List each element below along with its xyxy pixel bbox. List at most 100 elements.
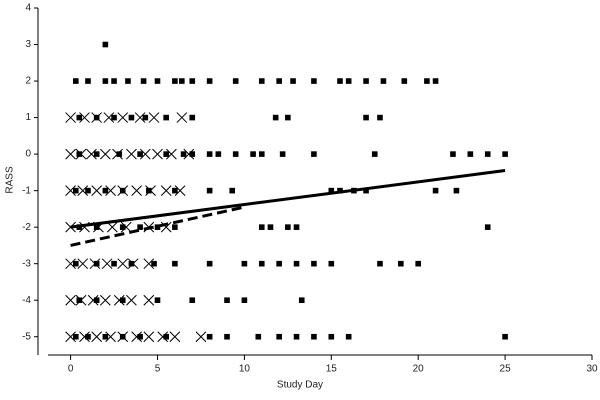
y-tick-label: 3: [25, 39, 31, 50]
x-point: [91, 331, 103, 343]
square-point: [250, 151, 256, 157]
square-point: [93, 151, 100, 157]
x-point: [112, 148, 123, 160]
x-point: [101, 258, 113, 270]
square-point: [128, 260, 135, 267]
square-point: [241, 297, 248, 304]
square-point: [102, 333, 109, 340]
square-point: [179, 78, 185, 84]
square-point: [328, 333, 335, 340]
square-point: [229, 187, 236, 194]
x-point: [65, 148, 76, 160]
x-point: [105, 331, 116, 343]
x-point: [131, 185, 142, 196]
square-point: [137, 224, 143, 230]
x-point: [166, 148, 177, 160]
square-point: [377, 114, 383, 121]
x-point: [65, 258, 76, 270]
square-point: [73, 78, 79, 84]
square-point: [377, 260, 383, 267]
x-point: [160, 185, 172, 196]
x-point: [65, 294, 76, 306]
x-tick-label: 5: [155, 364, 161, 375]
x-point: [113, 294, 125, 306]
square-point: [363, 187, 369, 194]
y-axis-label: RASS: [5, 166, 16, 194]
x-point: [143, 294, 155, 306]
x-point: [117, 112, 129, 123]
x-point: [139, 148, 151, 160]
square-point: [363, 78, 369, 84]
x-point: [176, 112, 188, 123]
x-point: [183, 148, 195, 160]
square-point: [293, 333, 300, 340]
square-point: [293, 224, 300, 230]
square-point: [298, 297, 305, 304]
x-point: [131, 331, 142, 343]
square-point: [116, 151, 123, 157]
x-point: [91, 112, 103, 123]
square-point: [85, 187, 91, 194]
square-point: [111, 114, 117, 121]
square-point: [432, 78, 439, 84]
square-point: [345, 333, 352, 340]
square-point: [328, 260, 335, 267]
square-point: [502, 151, 508, 157]
x-axis-label: Study Day: [277, 380, 323, 391]
trend-line: [70, 169, 506, 229]
square-point: [371, 151, 378, 157]
square-point: [450, 151, 456, 157]
y-tick-label: 1: [25, 112, 31, 123]
y-tick-label: -2: [22, 222, 31, 233]
square-point: [415, 260, 421, 267]
square-point: [73, 260, 79, 267]
x-point: [77, 258, 89, 270]
square-point: [73, 333, 79, 340]
x-point: [79, 112, 90, 123]
square-point: [484, 224, 491, 230]
square-point: [276, 260, 282, 267]
y-tick-label: 2: [25, 76, 31, 87]
x-point: [169, 331, 181, 343]
y-tick-label: -3: [22, 258, 31, 269]
square-point: [206, 260, 213, 267]
x-point: [127, 258, 139, 270]
y-tick-label: 4: [25, 3, 31, 14]
square-point: [467, 151, 474, 157]
square-point: [151, 260, 157, 267]
square-point: [163, 151, 169, 157]
x-point: [77, 185, 89, 196]
square-point: [111, 260, 117, 267]
square-point: [172, 224, 178, 230]
square-point: [137, 151, 143, 157]
x-point: [126, 148, 137, 160]
square-point: [272, 114, 279, 121]
square-point: [502, 333, 508, 340]
square-point: [146, 187, 152, 194]
square-point: [224, 297, 230, 304]
square-point: [311, 333, 317, 340]
square-point: [93, 260, 100, 267]
x-tick-label: 20: [413, 364, 425, 375]
x-tick-label: 30: [586, 364, 598, 375]
x-point: [65, 112, 76, 123]
square-point: [398, 260, 404, 267]
x-tick-label: 15: [326, 364, 338, 375]
x-point: [120, 221, 132, 233]
square-point: [102, 41, 109, 48]
square-point: [276, 333, 282, 340]
square-point: [85, 333, 91, 340]
square-point: [311, 151, 317, 157]
x-point: [87, 294, 99, 306]
x-tick-label: 25: [500, 364, 512, 375]
square-point: [142, 114, 149, 121]
square-point: [189, 297, 196, 304]
x-point: [117, 258, 129, 270]
x-point: [65, 221, 76, 233]
square-point: [401, 78, 408, 84]
square-point: [258, 260, 265, 267]
x-point: [86, 148, 97, 160]
x-point: [79, 331, 90, 343]
square-point: [137, 333, 143, 340]
x-point: [148, 112, 160, 123]
